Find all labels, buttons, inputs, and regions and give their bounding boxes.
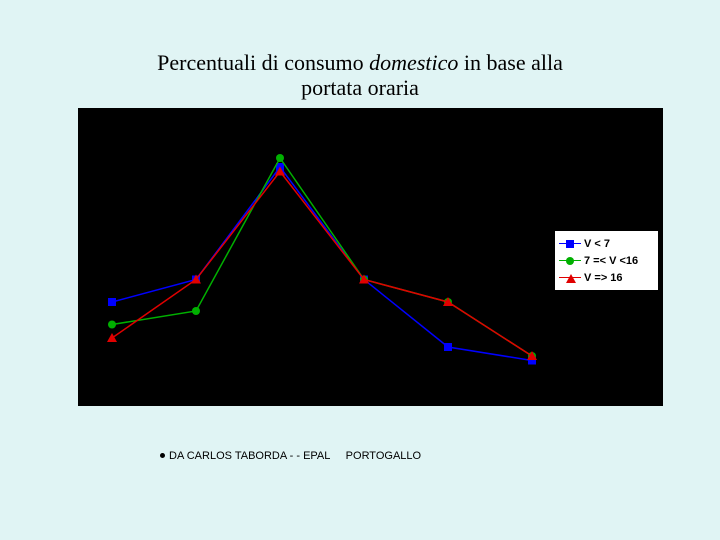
byline-org: EPAL xyxy=(303,450,330,462)
plot-area xyxy=(92,122,552,392)
legend-swatch xyxy=(559,255,581,267)
title-line-2: portata oraria xyxy=(301,75,419,100)
legend-label: V => 16 xyxy=(584,272,623,284)
byline-author: DA CARLOS TABORDA xyxy=(169,450,287,462)
legend-item: 7 =< V <16 xyxy=(559,252,654,269)
legend-label: 7 =< V <16 xyxy=(584,255,638,267)
footer-date: 13/03/2021 xyxy=(20,470,80,484)
chart-canvas: V < 7 7 =< V <16 V => 16 xyxy=(78,108,663,406)
footer-text: C. Savoca Perdite xyxy=(300,470,397,484)
legend-item: V < 7 xyxy=(559,235,654,252)
legend: V < 7 7 =< V <16 V => 16 xyxy=(554,230,659,291)
legend-swatch xyxy=(559,272,581,284)
chart-title: Percentuali di consumo domestico in base… xyxy=(95,50,625,101)
title-italic: domestico xyxy=(369,50,458,75)
legend-label: V < 7 xyxy=(584,238,610,250)
byline: DA CARLOS TABORDA - - EPAL PORTOGALLO xyxy=(160,450,421,462)
legend-swatch xyxy=(559,238,581,250)
legend-item: V => 16 xyxy=(559,269,654,286)
slide: Percentuali di consumo domestico in base… xyxy=(0,0,720,540)
byline-sep: - - xyxy=(287,450,304,462)
byline-country: PORTOGALLO xyxy=(346,450,421,462)
title-part-1: Percentuali di consumo xyxy=(157,50,369,75)
series-svg xyxy=(92,122,552,392)
title-part-2: in base alla xyxy=(458,50,562,75)
bullet-icon xyxy=(160,453,165,458)
